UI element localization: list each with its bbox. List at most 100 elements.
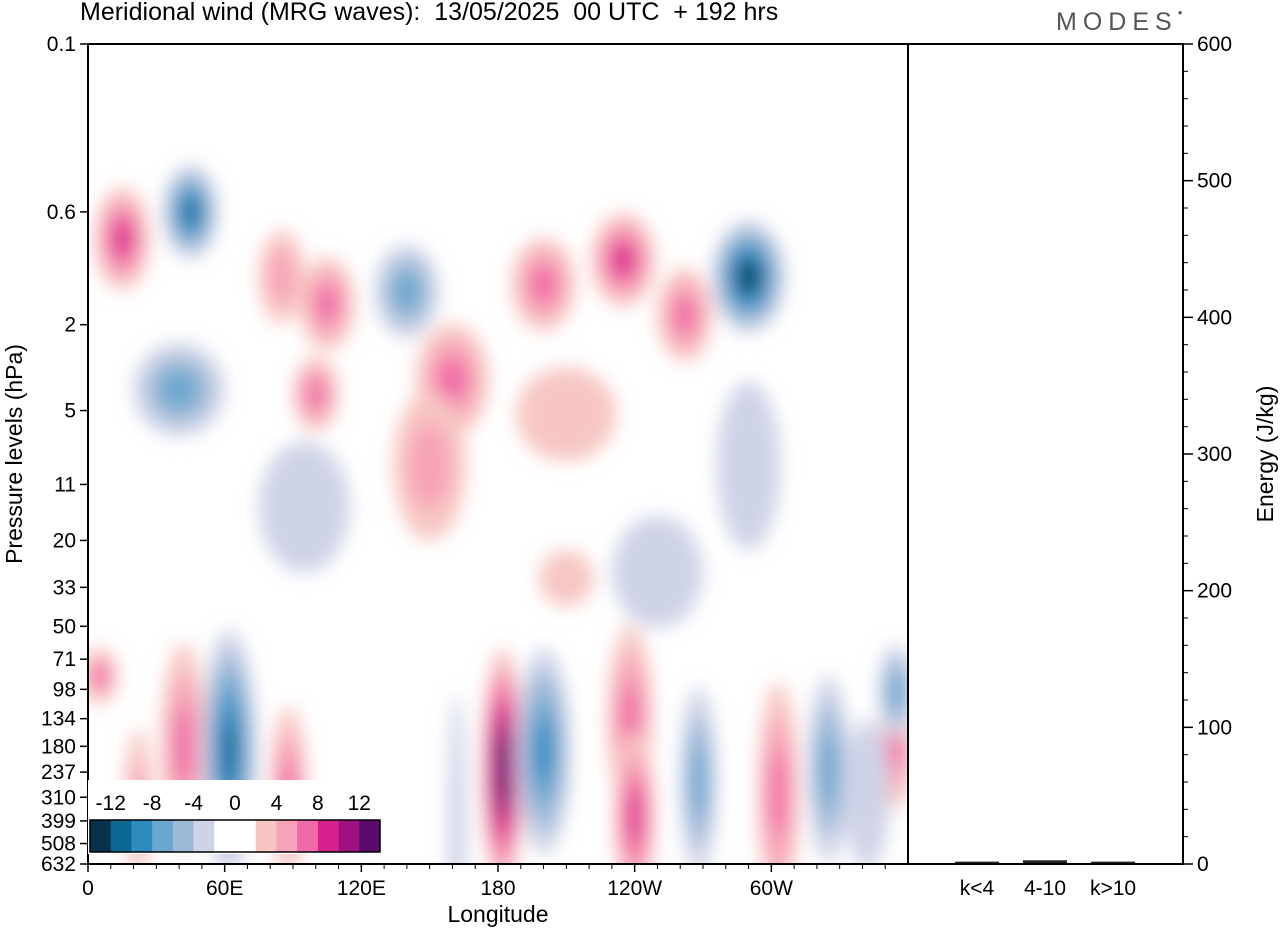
heatmap-blobs bbox=[88, 165, 908, 864]
colorbar-label: -8 bbox=[143, 792, 162, 815]
colorbar-swatch bbox=[317, 820, 340, 852]
colorbar-swatch bbox=[338, 820, 360, 852]
x-axis: 0 60E 120E 180 120W 60W bbox=[82, 864, 886, 900]
y-tick-label: 134 bbox=[41, 708, 76, 731]
colorbar-swatch bbox=[90, 820, 112, 852]
colorbar-swatch bbox=[359, 820, 381, 852]
contour-cell bbox=[691, 743, 706, 818]
y-tick-label: 632 bbox=[41, 853, 76, 876]
y-tick-label: 11 bbox=[54, 473, 76, 496]
x-tick-label: 120W bbox=[607, 877, 662, 900]
energy-tick-label: 400 bbox=[1197, 306, 1232, 329]
contour-cell bbox=[516, 367, 617, 462]
contour-cell bbox=[174, 705, 193, 787]
colorbar-label: -12 bbox=[96, 792, 126, 815]
contour-cell bbox=[183, 200, 198, 224]
contour-cell bbox=[447, 694, 467, 864]
contour-cell bbox=[530, 265, 557, 303]
contour-cell bbox=[222, 721, 236, 782]
x-axis-title: Longitude bbox=[447, 901, 548, 927]
colorbar-label: 4 bbox=[271, 792, 283, 815]
x-tick-label: 120E bbox=[337, 877, 386, 900]
contour-cell bbox=[628, 790, 641, 842]
contour-cell bbox=[409, 423, 451, 508]
energy-tick-label: 300 bbox=[1197, 443, 1232, 466]
contour-cell bbox=[316, 285, 338, 323]
y-tick-label: 237 bbox=[41, 761, 76, 784]
contour-cell bbox=[394, 272, 420, 310]
colorbar-frame bbox=[89, 819, 381, 853]
energy-tick-label: 100 bbox=[1197, 716, 1232, 739]
y-tick-label: 180 bbox=[41, 735, 76, 758]
contour-cell bbox=[535, 720, 552, 783]
y-tick-label: 508 bbox=[41, 833, 76, 856]
y-tick-label: 20 bbox=[53, 529, 76, 552]
colorbar-label: -4 bbox=[184, 792, 203, 815]
colorbar-swatch bbox=[255, 820, 277, 852]
contour-cell bbox=[844, 719, 890, 864]
contour-cell bbox=[268, 250, 295, 304]
colorbar-swatch bbox=[152, 820, 174, 852]
energy-bar bbox=[955, 861, 999, 864]
y-tick-label: 399 bbox=[41, 810, 76, 833]
contour-cell bbox=[889, 672, 904, 710]
energy-axis: 0 100 200 300 400 500 600 bbox=[1183, 33, 1232, 876]
y-tick-label: 5 bbox=[64, 400, 76, 423]
colorbar: -12 -8 -4 0 4 8 12 bbox=[88, 780, 382, 854]
colorbar-swatch bbox=[235, 820, 257, 852]
contour-cell bbox=[716, 381, 781, 550]
brand-logo: MODES● bbox=[1056, 7, 1183, 36]
colorbar-swatch bbox=[110, 820, 132, 852]
contour-cell bbox=[113, 223, 131, 255]
contour-cell bbox=[92, 664, 107, 688]
contour-cell bbox=[258, 441, 350, 573]
contour-cell bbox=[539, 550, 594, 607]
energy-tick-label: 200 bbox=[1197, 580, 1232, 603]
contour-cell bbox=[498, 747, 507, 791]
y-tick-label: 98 bbox=[53, 678, 76, 701]
colorbar-swatch bbox=[131, 820, 153, 852]
energy-tick-label: 0 bbox=[1197, 853, 1209, 876]
colorbar-swatch bbox=[214, 820, 236, 852]
contour-cell bbox=[674, 296, 696, 334]
colorbar-swatch bbox=[276, 820, 298, 852]
contour-cell bbox=[770, 749, 787, 839]
x-tick-label: 180 bbox=[480, 877, 515, 900]
energy-bars: k<4 4-10 k>10 bbox=[955, 860, 1136, 900]
energy-category-label: k>10 bbox=[1090, 877, 1136, 900]
y-axis: 0.1 0.6 2 5 11 20 33 50 71 98 134 180 23731039950863… bbox=[41, 33, 88, 876]
contour-cell bbox=[820, 732, 837, 807]
energy-category-label: 4-10 bbox=[1024, 877, 1066, 900]
energy-tick-label: 600 bbox=[1197, 33, 1232, 56]
colorbar-swatch bbox=[172, 820, 195, 852]
energy-bar bbox=[1091, 861, 1135, 864]
y-tick-label: 0.6 bbox=[47, 201, 76, 224]
colorbar-label: 12 bbox=[348, 792, 371, 815]
contour-cell bbox=[611, 515, 703, 629]
colorbar-label: 0 bbox=[229, 792, 241, 815]
colorbar-swatch bbox=[193, 820, 215, 852]
contour-cell bbox=[306, 379, 325, 409]
energy-bar bbox=[1023, 860, 1067, 863]
contour-cell bbox=[741, 265, 757, 289]
x-tick-label: 0 bbox=[82, 877, 94, 900]
y-tick-label: 71 bbox=[53, 648, 76, 671]
y-tick-label: 310 bbox=[41, 786, 76, 809]
x-tick-label: 60E bbox=[206, 877, 243, 900]
energy-panel-frame bbox=[907, 43, 1184, 865]
energy-category-label: k<4 bbox=[960, 877, 995, 900]
x-tick-label: 60W bbox=[750, 877, 793, 900]
energy-tick-label: 500 bbox=[1197, 170, 1232, 193]
colorbar-swatch bbox=[297, 820, 319, 852]
contour-cell bbox=[613, 245, 633, 274]
y-tick-label: 50 bbox=[53, 615, 76, 638]
energy-axis-title: Energy (J/kg) bbox=[1252, 386, 1278, 523]
colorbar-label: 8 bbox=[312, 792, 324, 815]
y-axis-title: Pressure levels (hPa) bbox=[1, 344, 27, 564]
heatmap-field bbox=[88, 165, 908, 864]
contour-cell bbox=[161, 371, 198, 409]
y-tick-label: 33 bbox=[53, 576, 76, 599]
y-tick-label: 0.1 bbox=[47, 33, 76, 56]
contour-cell bbox=[438, 357, 467, 402]
